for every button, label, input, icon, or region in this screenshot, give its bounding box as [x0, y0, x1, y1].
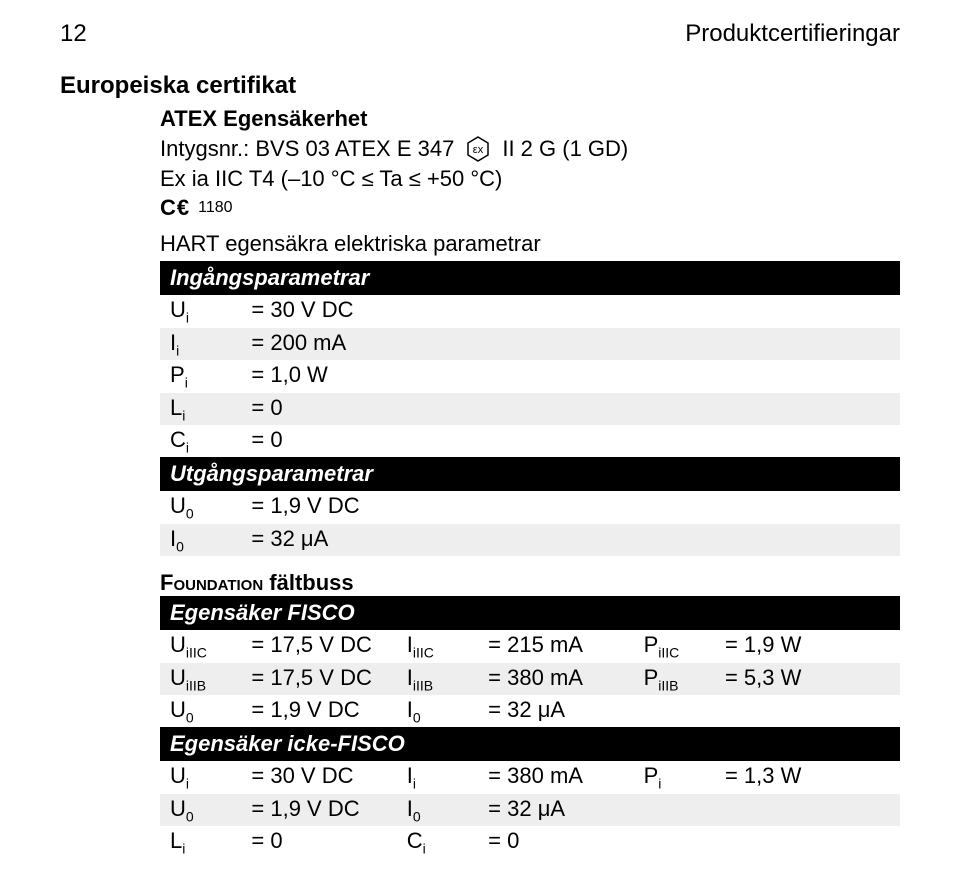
ex-ia-line: Ex ia IIC T4 (–10 °C ≤ Ta ≤ +50 °C): [160, 164, 900, 194]
table-row: I0= 32 μA: [160, 524, 900, 556]
ex-hexagon-icon: εx: [464, 135, 492, 163]
table-row: U0= 1,9 V DC: [160, 491, 900, 523]
atex-heading: ATEX Egensäkerhet: [160, 106, 900, 132]
table-row: U0= 1,9 V DC I0= 32 μA: [160, 695, 900, 727]
table-row: Ui= 30 V DC Ii= 380 mA Pi= 1,3 W: [160, 761, 900, 793]
page-number: 12: [60, 20, 87, 48]
table-row: UiIIC= 17,5 V DC IiIIC= 215 mA PiIIC= 1,…: [160, 630, 900, 662]
input-params-heading: Ingångsparametrar: [160, 261, 900, 295]
input-params-table: Ui= 30 V DC Ii= 200 mA Pi= 1,0 W Li= 0 C…: [160, 295, 900, 457]
svg-text:εx: εx: [473, 144, 484, 156]
fisco-table: UiIIC= 17,5 V DC IiIIC= 215 mA PiIIC= 1,…: [160, 630, 900, 727]
output-params-table: U0= 1,9 V DC I0= 32 μA: [160, 491, 900, 556]
table-row: Ci= 0: [160, 425, 900, 457]
table-row: Li= 0: [160, 393, 900, 425]
table-row: Pi= 1,0 W: [160, 360, 900, 392]
foundation-title: Foundation fältbuss: [160, 570, 900, 596]
section-title: Europeiska certifikat: [60, 72, 900, 100]
intygsnr-line: Intygsnr.: BVS 03 ATEX E 347 εx II 2 G (…: [160, 134, 900, 164]
page-header: 12 Produktcertifieringar: [60, 20, 900, 48]
iigd-text: II 2 G (1 GD): [502, 134, 628, 164]
hart-params-label: HART egensäkra elektriska parametrar: [160, 231, 900, 257]
nonfisco-table: Ui= 30 V DC Ii= 380 mA Pi= 1,3 W U0= 1,9…: [160, 761, 900, 858]
ce-mark-icon: C€: [160, 195, 190, 221]
output-params-heading: Utgångsparametrar: [160, 457, 900, 491]
table-row: Ii= 200 mA: [160, 328, 900, 360]
page-title: Produktcertifieringar: [685, 20, 900, 48]
intygsnr-text: Intygsnr.: BVS 03 ATEX E 347: [160, 134, 454, 164]
table-row: Ui= 30 V DC: [160, 295, 900, 327]
table-row: U0= 1,9 V DC I0= 32 μA: [160, 794, 900, 826]
table-row: Li= 0 Ci= 0: [160, 826, 900, 858]
fisco-heading: Egensäker FISCO: [160, 596, 900, 630]
nonfisco-heading: Egensäker icke-FISCO: [160, 727, 900, 761]
ce-line: C€ 1180: [160, 195, 900, 221]
table-row: UiIIB= 17,5 V DC IiIIB= 380 mA PiIIB= 5,…: [160, 663, 900, 695]
ce-number: 1180: [198, 199, 232, 217]
